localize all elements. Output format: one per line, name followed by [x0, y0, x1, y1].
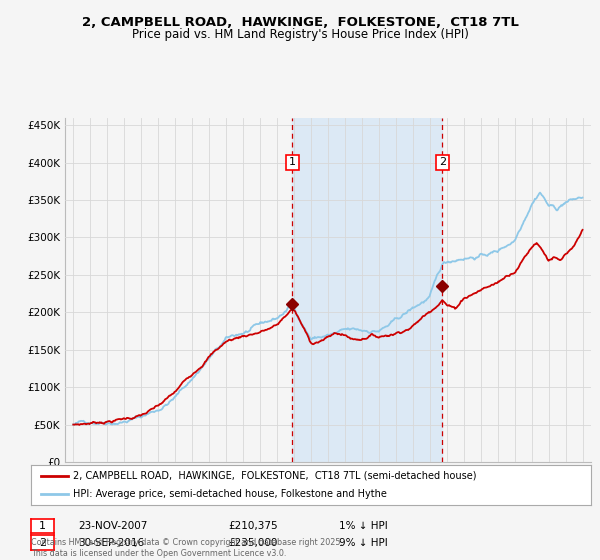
Text: 23-NOV-2007: 23-NOV-2007 [78, 521, 148, 531]
Bar [292, 118, 442, 462]
Text: HPI: Average price, semi-detached house, Folkestone and Hythe: HPI: Average price, semi-detached house,… [73, 489, 387, 499]
Text: 2: 2 [439, 157, 446, 167]
Text: Contains HM Land Registry data © Crown copyright and database right 2025.
This d: Contains HM Land Registry data © Crown c… [31, 538, 343, 558]
Text: 2: 2 [39, 538, 46, 548]
Text: Price paid vs. HM Land Registry's House Price Index (HPI): Price paid vs. HM Land Registry's House … [131, 28, 469, 41]
Text: £235,000: £235,000 [228, 538, 277, 548]
Text: 9% ↓ HPI: 9% ↓ HPI [339, 538, 388, 548]
Text: 1: 1 [289, 157, 296, 167]
Text: 2, CAMPBELL ROAD,  HAWKINGE,  FOLKESTONE,  CT18 7TL: 2, CAMPBELL ROAD, HAWKINGE, FOLKESTONE, … [82, 16, 518, 29]
Text: 1: 1 [39, 521, 46, 531]
Text: £210,375: £210,375 [228, 521, 278, 531]
Text: 30-SEP-2016: 30-SEP-2016 [78, 538, 144, 548]
Text: 1% ↓ HPI: 1% ↓ HPI [339, 521, 388, 531]
Text: 2, CAMPBELL ROAD,  HAWKINGE,  FOLKESTONE,  CT18 7TL (semi-detached house): 2, CAMPBELL ROAD, HAWKINGE, FOLKESTONE, … [73, 471, 476, 480]
